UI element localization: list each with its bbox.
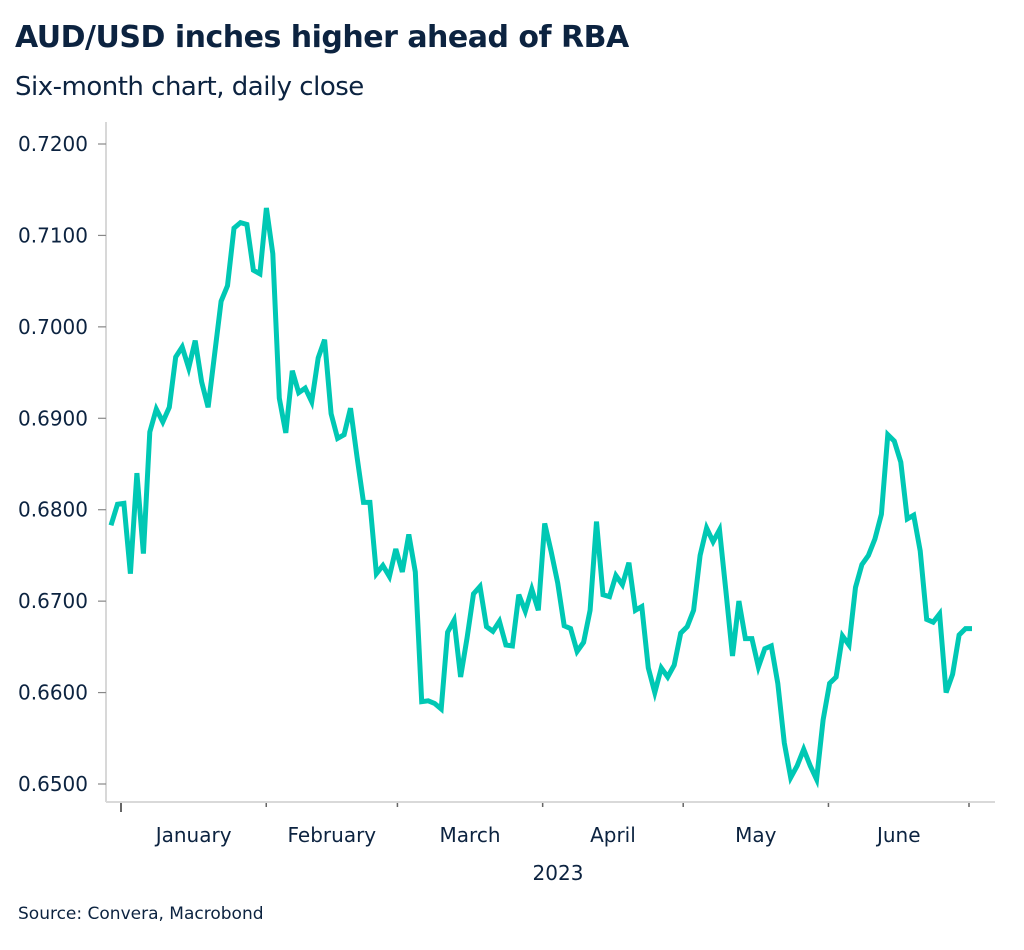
chart-title: AUD/USD inches higher ahead of RBA bbox=[15, 20, 629, 55]
y-tick-label: 0.7200 bbox=[18, 132, 88, 156]
x-tick-label: February bbox=[288, 823, 377, 847]
source-note: Source: Convera, Macrobond bbox=[18, 904, 264, 924]
y-tick-label: 0.6600 bbox=[18, 681, 88, 705]
y-tick-label: 0.6700 bbox=[18, 589, 88, 613]
x-tick-label: May bbox=[735, 823, 777, 847]
chart-subtitle: Six-month chart, daily close bbox=[15, 72, 364, 102]
x-tick-label: June bbox=[875, 823, 921, 847]
y-tick-label: 0.6800 bbox=[18, 498, 88, 522]
y-tick-label: 0.7100 bbox=[18, 223, 88, 247]
series-line-audusd bbox=[108, 207, 972, 789]
x-tick-label: January bbox=[154, 823, 232, 847]
y-tick-label: 0.7000 bbox=[18, 315, 88, 339]
x-tick-label: April bbox=[590, 823, 636, 847]
x-tick-label: March bbox=[440, 823, 501, 847]
y-tick-label: 0.6500 bbox=[18, 772, 88, 796]
x-axis-label: 2023 bbox=[533, 861, 584, 885]
y-tick-label: 0.6900 bbox=[18, 406, 88, 430]
